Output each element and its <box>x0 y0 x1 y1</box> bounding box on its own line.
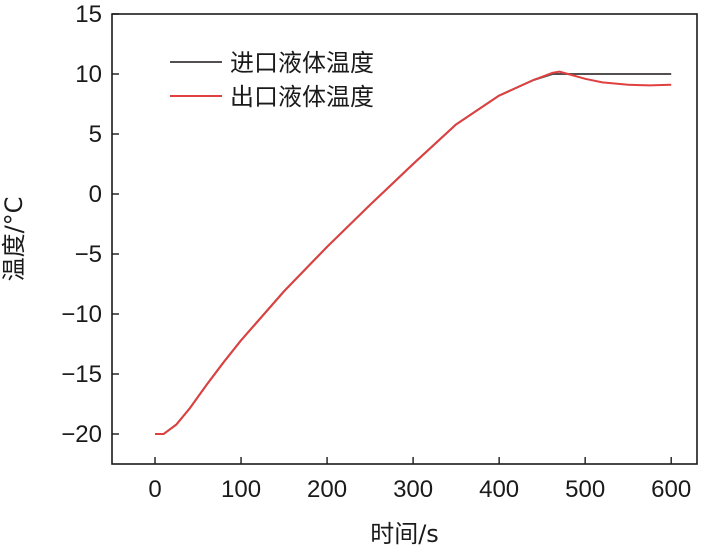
x-tick-label: 500 <box>565 476 605 503</box>
y-tick-label: −15 <box>61 361 102 388</box>
series-line-outlet <box>155 70 672 435</box>
legend-label-outlet: 出口液体温度 <box>230 83 374 111</box>
x-tick-label: 200 <box>307 476 347 503</box>
y-tick-label: 15 <box>75 1 102 28</box>
x-axis-ticks: 0 100 200 300 400 500 600 <box>148 457 691 503</box>
y-tick-label: 0 <box>89 181 102 208</box>
legend-label-inlet: 进口液体温度 <box>230 49 374 77</box>
y-tick-label: −10 <box>61 301 102 328</box>
y-tick-label: −20 <box>61 421 102 448</box>
series-layer <box>155 70 672 435</box>
y-tick-label: 10 <box>75 61 102 88</box>
y-axis-ticks: 15 10 5 0 −5 −10 −15 −20 <box>61 1 119 448</box>
plot-frame <box>111 13 698 465</box>
series-line-inlet <box>155 73 672 435</box>
y-tick-label: −5 <box>75 241 102 268</box>
y-tick-label: 5 <box>89 121 102 148</box>
x-tick-label: 600 <box>651 476 691 503</box>
plot-area <box>111 13 698 465</box>
legend: 进口液体温度 出口液体温度 <box>170 49 374 111</box>
x-axis-title: 时间/s <box>370 520 439 548</box>
x-tick-label: 0 <box>148 476 161 503</box>
x-tick-label: 100 <box>221 476 261 503</box>
x-tick-label: 300 <box>393 476 433 503</box>
x-tick-label: 400 <box>479 476 519 503</box>
y-axis-title: 温度/°C <box>0 197 28 282</box>
